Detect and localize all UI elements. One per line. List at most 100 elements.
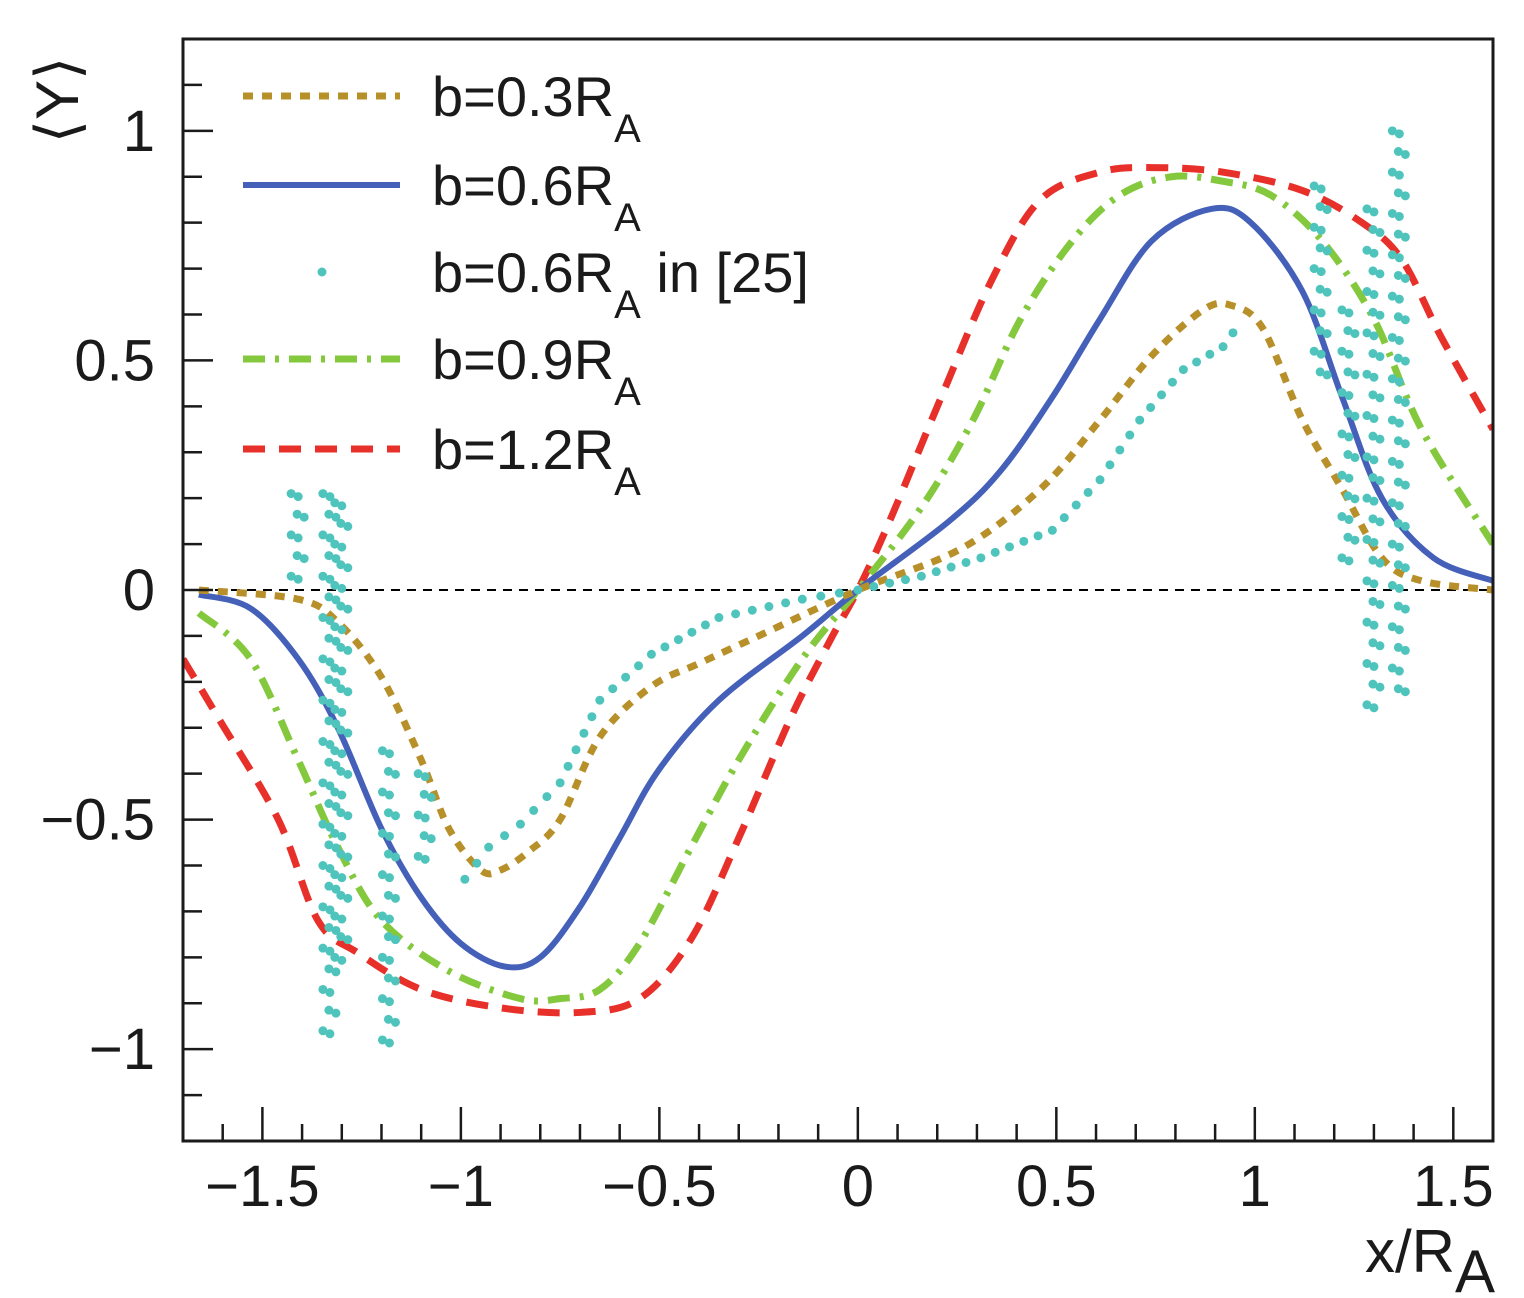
data-point: [331, 884, 341, 894]
data-point: [1309, 181, 1319, 191]
data-point: [1322, 246, 1332, 256]
data-point: [336, 725, 346, 735]
data-point: [1095, 475, 1105, 485]
data-point: [1362, 534, 1372, 544]
data-point: [1387, 374, 1397, 384]
data-point: [318, 943, 328, 953]
data-point: [673, 635, 683, 645]
data-point: [714, 613, 724, 623]
data-point: [1375, 558, 1385, 568]
data-point: [1393, 684, 1403, 694]
data-point: [700, 620, 710, 630]
data-point: [687, 627, 697, 637]
data-point: [1368, 266, 1378, 276]
data-point: [1369, 579, 1379, 589]
data-point: [1375, 269, 1385, 279]
data-point: [331, 512, 341, 522]
data-point: [1071, 500, 1081, 510]
data-point: [383, 808, 393, 818]
data-point: [318, 984, 328, 994]
data-point: [1375, 641, 1385, 651]
data-point: [1135, 415, 1145, 425]
data-point: [292, 509, 302, 519]
data-point: [1322, 370, 1332, 380]
data-point: [1368, 431, 1378, 441]
data-point: [1350, 535, 1360, 545]
data-point: [1343, 408, 1353, 418]
data-point: [1350, 370, 1360, 380]
data-point: [337, 501, 347, 511]
oscillation-column: [377, 746, 400, 1048]
data-point: [1337, 305, 1347, 315]
data-point: [1375, 434, 1385, 444]
series-line: [183, 164, 1493, 1017]
data-point: [1394, 542, 1404, 552]
data-point: [1322, 287, 1332, 297]
data-point: [318, 902, 328, 912]
data-point: [621, 672, 631, 682]
data-point: [377, 787, 387, 797]
data-point: [1343, 326, 1353, 336]
data-point: [1368, 638, 1378, 648]
oscillation-column: [330, 498, 353, 965]
data-point: [331, 719, 341, 729]
data-point: [1400, 149, 1410, 159]
data-point: [1337, 512, 1347, 522]
data-point: [331, 967, 341, 977]
data-point: [325, 781, 335, 791]
data-point: [324, 551, 334, 561]
data-point: [1047, 525, 1057, 535]
data-point: [1393, 353, 1403, 363]
data-point: [426, 792, 436, 802]
data-point: [1400, 645, 1410, 655]
data-point: [331, 595, 341, 605]
data-point: [343, 604, 353, 614]
data-point: [337, 873, 347, 883]
legend-label: b=0.6RA in [25]: [432, 241, 809, 327]
data-point: [318, 489, 328, 499]
data-point: [1394, 501, 1404, 511]
data-point: [377, 952, 387, 962]
data-point: [1400, 439, 1410, 449]
data-point: [343, 769, 353, 779]
data-point: [1369, 372, 1379, 382]
data-point: [587, 712, 597, 722]
data-point: [390, 1017, 400, 1027]
data-point: [1400, 604, 1410, 614]
data-point: [1344, 391, 1354, 401]
data-point: [337, 790, 347, 800]
data-point: [325, 822, 335, 832]
data-point: [1387, 580, 1397, 590]
data-point: [1368, 349, 1378, 359]
data-point: [325, 616, 335, 626]
data-point: [1309, 305, 1319, 315]
data-point: [1387, 167, 1397, 177]
data-point: [1316, 184, 1326, 194]
data-point: [336, 684, 346, 694]
data-point: [1369, 661, 1379, 671]
data-point: [330, 828, 340, 838]
data-point: [1362, 287, 1372, 297]
x-tick-label: 1.5: [1413, 1154, 1494, 1219]
data-point: [1393, 642, 1403, 652]
data-point: [286, 530, 296, 540]
data-point: [293, 574, 303, 584]
data-point: [318, 819, 328, 829]
data-point: [324, 964, 334, 974]
data-point: [330, 539, 340, 549]
data-point: [1387, 208, 1397, 218]
data-point: [419, 789, 429, 799]
data-point: [990, 547, 1000, 557]
data-point: [330, 787, 340, 797]
data-point: [336, 601, 346, 611]
data-point: [1394, 377, 1404, 387]
data-point: [1400, 232, 1410, 242]
data-point: [419, 831, 429, 841]
data-point: [764, 602, 774, 612]
data-point: [330, 580, 340, 590]
y-tick-label: 1: [123, 99, 155, 164]
data-point: [1350, 411, 1360, 421]
data-point: [1343, 491, 1353, 501]
data-point: [1394, 170, 1404, 180]
